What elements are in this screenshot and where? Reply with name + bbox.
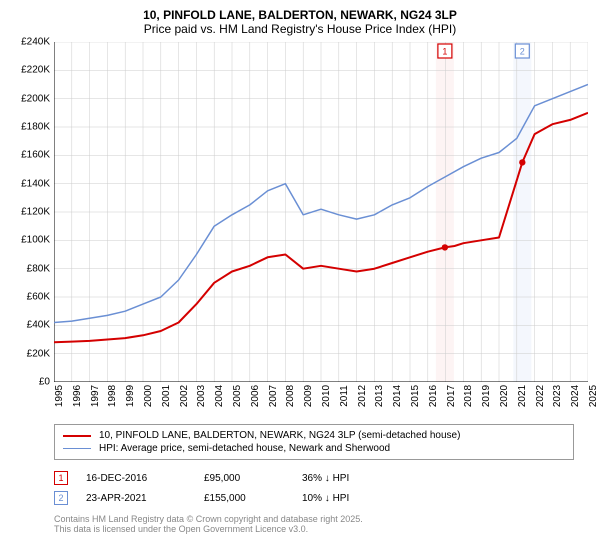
y-tick-label: £240K — [21, 37, 50, 48]
x-tick-label: 1996 — [72, 385, 83, 407]
x-tick-label: 2010 — [321, 385, 332, 407]
record-row-2: 2 23-APR-2021 £155,000 10% ↓ HPI — [54, 488, 574, 508]
x-tick-label: 2009 — [303, 385, 314, 407]
x-tick-label: 2023 — [552, 385, 563, 407]
x-tick-label: 1995 — [54, 385, 65, 407]
record-row-1: 1 16-DEC-2016 £95,000 36% ↓ HPI — [54, 468, 574, 488]
footer-attribution: Contains HM Land Registry data © Crown c… — [54, 514, 574, 534]
y-tick-label: £180K — [21, 122, 50, 133]
x-tick-label: 2002 — [179, 385, 190, 407]
x-tick-label: 1999 — [125, 385, 136, 407]
x-tick-label: 2007 — [268, 385, 279, 407]
y-tick-label: £0 — [39, 377, 50, 388]
y-tick-label: £160K — [21, 150, 50, 161]
record-marker-2-text: 2 — [58, 493, 63, 503]
sale-records: 1 16-DEC-2016 £95,000 36% ↓ HPI 2 23-APR… — [54, 468, 574, 508]
footer-line-2: This data is licensed under the Open Gov… — [54, 524, 574, 534]
footer-line-1: Contains HM Land Registry data © Crown c… — [54, 514, 574, 524]
x-tick-label: 1997 — [90, 385, 101, 407]
x-tick-label: 2019 — [481, 385, 492, 407]
legend-row-1: 10, PINFOLD LANE, BALDERTON, NEWARK, NG2… — [63, 429, 565, 442]
chart-svg: 12 — [54, 42, 588, 382]
x-tick-label: 2008 — [285, 385, 296, 407]
plot-wrap: £0 £20K £40K £60K £80K £100K £120K £140K £160K £1… — [12, 42, 588, 402]
x-tick-label: 2015 — [410, 385, 421, 407]
y-tick-label: £120K — [21, 207, 50, 218]
x-tick-label: 2003 — [196, 385, 207, 407]
y-tick-label: £100K — [21, 235, 50, 246]
x-tick-label: 2016 — [428, 385, 439, 407]
x-tick-label: 2021 — [517, 385, 528, 407]
y-tick-label: £80K — [27, 263, 50, 274]
chart-title: 10, PINFOLD LANE, BALDERTON, NEWARK, NG2… — [12, 8, 588, 36]
record-marker-2: 2 — [54, 491, 68, 505]
record-marker-1-text: 1 — [58, 473, 63, 483]
title-address: 10, PINFOLD LANE, BALDERTON, NEWARK, NG2… — [12, 8, 588, 22]
record-diff-1: 36% ↓ HPI — [302, 473, 422, 484]
svg-text:1: 1 — [442, 47, 447, 57]
x-tick-label: 2017 — [446, 385, 457, 407]
y-tick-label: £220K — [21, 65, 50, 76]
x-tick-label: 2004 — [214, 385, 225, 407]
x-tick-label: 2024 — [570, 385, 581, 407]
legend-swatch-1 — [63, 435, 91, 437]
x-tick-label: 2006 — [250, 385, 261, 407]
x-tick-label: 2012 — [357, 385, 368, 407]
y-tick-label: £20K — [27, 348, 50, 359]
x-tick-label: 2011 — [339, 385, 350, 407]
legend-swatch-2 — [63, 448, 91, 449]
x-tick-label: 2001 — [161, 385, 172, 407]
record-marker-1: 1 — [54, 471, 68, 485]
record-date-1: 16-DEC-2016 — [86, 473, 186, 484]
x-tick-label: 1998 — [107, 385, 118, 407]
legend-box: 10, PINFOLD LANE, BALDERTON, NEWARK, NG2… — [54, 424, 574, 460]
title-subtitle: Price paid vs. HM Land Registry's House … — [12, 22, 588, 36]
record-date-2: 23-APR-2021 — [86, 493, 186, 504]
x-tick-label: 2022 — [535, 385, 546, 407]
x-tick-label: 2025 — [588, 385, 599, 407]
y-axis-labels: £0£20K£40K£60K£80K£100K£120K£140K£160K£1… — [12, 42, 52, 382]
record-price-2: £155,000 — [204, 493, 284, 504]
x-tick-label: 2018 — [463, 385, 474, 407]
x-tick-label: 2005 — [232, 385, 243, 407]
y-tick-label: £200K — [21, 93, 50, 104]
x-axis-labels: 1995199619971998199920002001200220032004… — [54, 382, 588, 402]
y-tick-label: £140K — [21, 178, 50, 189]
x-tick-label: 2013 — [374, 385, 385, 407]
record-price-1: £95,000 — [204, 473, 284, 484]
legend-label-2: HPI: Average price, semi-detached house,… — [99, 443, 390, 454]
x-tick-label: 2020 — [499, 385, 510, 407]
y-tick-label: £40K — [27, 320, 50, 331]
legend-block: 10, PINFOLD LANE, BALDERTON, NEWARK, NG2… — [54, 424, 574, 534]
legend-row-2: HPI: Average price, semi-detached house,… — [63, 442, 565, 455]
x-tick-label: 2014 — [392, 385, 403, 407]
y-tick-label: £60K — [27, 292, 50, 303]
plot-area: 12 — [54, 42, 588, 382]
chart-container: 10, PINFOLD LANE, BALDERTON, NEWARK, NG2… — [0, 0, 600, 560]
record-diff-2: 10% ↓ HPI — [302, 493, 422, 504]
x-tick-label: 2000 — [143, 385, 154, 407]
svg-text:2: 2 — [520, 47, 525, 57]
legend-label-1: 10, PINFOLD LANE, BALDERTON, NEWARK, NG2… — [99, 430, 460, 441]
